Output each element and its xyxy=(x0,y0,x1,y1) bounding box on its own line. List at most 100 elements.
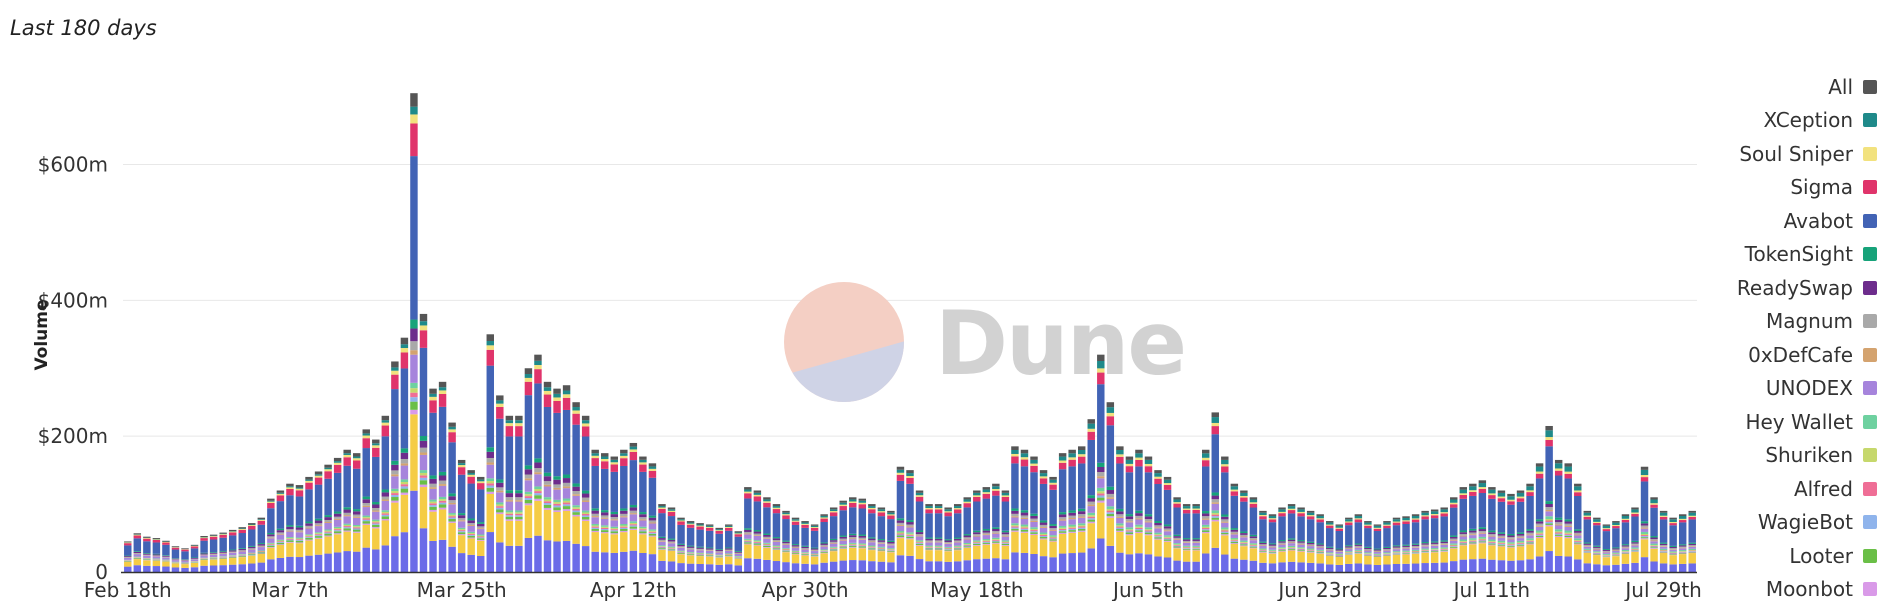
bar-61-segment-0 xyxy=(706,524,713,525)
bar-55-segment-0 xyxy=(649,463,656,466)
bar-37-segment-8 xyxy=(477,528,484,529)
bar-72-segment-10 xyxy=(811,553,818,554)
legend-item-3[interactable]: Sigma xyxy=(1577,171,1877,205)
bar-3-segment-14 xyxy=(153,560,160,561)
bar-139-segment-14 xyxy=(1450,547,1457,548)
bar-106-segment-0 xyxy=(1135,450,1142,454)
legend-item-12[interactable]: Alfred xyxy=(1577,472,1877,506)
legend-item-7[interactable]: Magnum xyxy=(1577,305,1877,339)
bar-25-segment-6 xyxy=(363,499,370,503)
bar-72-segment-7 xyxy=(811,550,818,551)
bar-114-segment-17 xyxy=(1212,548,1219,572)
bar-119-segment-12 xyxy=(1259,550,1266,551)
bar-55-segment-4 xyxy=(649,478,656,516)
legend-item-2[interactable]: Soul Sniper xyxy=(1577,137,1877,171)
bar-130-segment-12 xyxy=(1364,554,1371,555)
bar-43-segment-12 xyxy=(534,491,541,493)
legend-item-14[interactable]: Looter xyxy=(1577,539,1877,573)
bar-57-segment-4 xyxy=(668,516,675,539)
legend-item-8[interactable]: 0xDefCafe xyxy=(1577,338,1877,372)
bar-118-segment-4 xyxy=(1250,508,1257,535)
bar-20-segment-1 xyxy=(315,474,322,475)
bar-117-segment-1 xyxy=(1240,493,1247,496)
bar-76-segment-10 xyxy=(849,543,856,544)
bar-97-segment-11 xyxy=(1049,537,1056,538)
bar-63-segment-2 xyxy=(725,527,732,528)
bar-71 xyxy=(801,521,808,572)
bar-67-segment-15 xyxy=(763,547,770,548)
legend-item-4[interactable]: Avabot xyxy=(1577,204,1877,238)
legend-item-11[interactable]: Shuriken xyxy=(1577,439,1877,473)
bar-118-segment-10 xyxy=(1250,543,1257,544)
bar-124-segment-16 xyxy=(1307,553,1314,563)
bar-93-segment-13 xyxy=(1011,528,1018,529)
bar-130-segment-10 xyxy=(1364,552,1371,553)
bar-128-segment-15 xyxy=(1345,554,1352,555)
bar-26-segment-1 xyxy=(372,443,379,445)
bar-141-segment-0 xyxy=(1469,484,1476,487)
legend-item-13[interactable]: WagieBot xyxy=(1577,506,1877,540)
legend-item-10[interactable]: Hey Wallet xyxy=(1577,405,1877,439)
bar-131-segment-6 xyxy=(1374,550,1381,551)
legend-item-5[interactable]: TokenSight xyxy=(1577,238,1877,272)
bar-71-segment-2 xyxy=(801,524,808,525)
bar-126-segment-3 xyxy=(1326,526,1333,528)
bar-108-segment-2 xyxy=(1154,477,1161,479)
bar-52-segment-5 xyxy=(620,508,627,510)
legend-item-6[interactable]: ReadySwap xyxy=(1577,271,1877,305)
bar-125-segment-5 xyxy=(1316,543,1323,544)
bar-69-segment-10 xyxy=(782,548,789,549)
bar-81-segment-16 xyxy=(897,538,904,555)
bar-129-segment-16 xyxy=(1355,554,1362,564)
bar-3-segment-16 xyxy=(153,561,160,566)
bar-110-segment-17 xyxy=(1173,561,1180,572)
bar-54-segment-9 xyxy=(639,520,646,526)
bar-151-segment-14 xyxy=(1565,536,1572,537)
bar-115-segment-15 xyxy=(1221,534,1228,535)
bar-21-segment-12 xyxy=(324,532,331,533)
bar-136-segment-6 xyxy=(1421,543,1428,544)
legend-item-1[interactable]: XCeption xyxy=(1577,104,1877,138)
bar-107-segment-17 xyxy=(1145,554,1152,572)
x-tick-label-5: May 18th xyxy=(930,578,1024,601)
bar-74-segment-7 xyxy=(830,542,837,543)
bar-147-segment-7 xyxy=(1526,533,1533,535)
bar-139-segment-17 xyxy=(1450,561,1457,572)
bar-44-segment-15 xyxy=(544,508,551,510)
bar-44-segment-3 xyxy=(544,395,551,407)
bar-38-segment-4 xyxy=(487,366,494,448)
bar-40-segment-12 xyxy=(506,514,513,515)
bar-85-segment-7 xyxy=(935,540,942,541)
bar-124-segment-17 xyxy=(1307,563,1314,572)
bar-99-segment-17 xyxy=(1068,553,1075,572)
bar-43-segment-9 xyxy=(534,474,541,486)
bar-58-segment-5 xyxy=(677,544,684,545)
bar-30-segment-0 xyxy=(410,93,417,106)
bar-89-segment-13 xyxy=(973,543,980,544)
bar-44-segment-16 xyxy=(544,510,551,541)
bar-100-segment-16 xyxy=(1078,532,1085,553)
bar-17-segment-6 xyxy=(286,527,293,529)
bar-90-segment-16 xyxy=(983,545,990,559)
bar-83-segment-13 xyxy=(916,543,923,544)
bar-27-segment-14 xyxy=(382,516,389,519)
bar-72-segment-6 xyxy=(811,549,818,550)
bar-106 xyxy=(1135,450,1142,572)
bar-90-segment-6 xyxy=(983,531,990,533)
legend-item-9[interactable]: UNODEX xyxy=(1577,372,1877,406)
bar-5-segment-16 xyxy=(172,563,179,567)
bar-49-segment-4 xyxy=(591,466,598,508)
bar-36-segment-0 xyxy=(467,470,474,473)
bar-67-segment-7 xyxy=(763,537,770,538)
bar-138-segment-13 xyxy=(1440,550,1447,551)
bar-87-segment-3 xyxy=(954,509,961,513)
bar-138-segment-2 xyxy=(1440,512,1447,513)
bar-124-segment-13 xyxy=(1307,551,1314,552)
bar-107-segment-13 xyxy=(1145,531,1152,532)
bar-114-segment-9 xyxy=(1212,504,1219,511)
bar-121-segment-13 xyxy=(1278,550,1285,551)
bar-11-segment-1 xyxy=(229,531,236,532)
bar-36-segment-11 xyxy=(467,533,474,534)
legend-item-0[interactable]: All xyxy=(1577,70,1877,104)
bar-14-segment-5 xyxy=(258,543,265,544)
